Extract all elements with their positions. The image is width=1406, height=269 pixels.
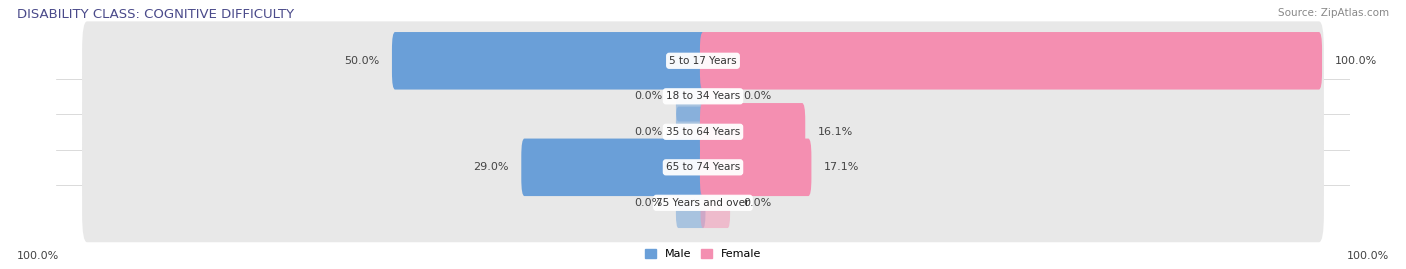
- Text: 16.1%: 16.1%: [817, 127, 853, 137]
- Text: 0.0%: 0.0%: [634, 198, 664, 208]
- Text: 0.0%: 0.0%: [634, 91, 664, 101]
- Text: 100.0%: 100.0%: [1347, 251, 1389, 261]
- FancyBboxPatch shape: [392, 32, 706, 90]
- FancyBboxPatch shape: [82, 163, 1324, 242]
- Text: 0.0%: 0.0%: [742, 91, 772, 101]
- Legend: Male, Female: Male, Female: [641, 244, 765, 263]
- Text: 65 to 74 Years: 65 to 74 Years: [666, 162, 740, 172]
- Text: 100.0%: 100.0%: [1334, 56, 1376, 66]
- Text: 18 to 34 Years: 18 to 34 Years: [666, 91, 740, 101]
- Text: 100.0%: 100.0%: [17, 251, 59, 261]
- FancyBboxPatch shape: [82, 21, 1324, 100]
- FancyBboxPatch shape: [700, 178, 730, 228]
- Text: Source: ZipAtlas.com: Source: ZipAtlas.com: [1278, 8, 1389, 18]
- Text: 5 to 17 Years: 5 to 17 Years: [669, 56, 737, 66]
- FancyBboxPatch shape: [82, 128, 1324, 207]
- FancyBboxPatch shape: [700, 32, 1322, 90]
- FancyBboxPatch shape: [82, 57, 1324, 136]
- Text: 0.0%: 0.0%: [634, 127, 664, 137]
- Text: 0.0%: 0.0%: [742, 198, 772, 208]
- Text: 50.0%: 50.0%: [344, 56, 380, 66]
- FancyBboxPatch shape: [676, 71, 706, 122]
- FancyBboxPatch shape: [700, 103, 806, 161]
- Text: DISABILITY CLASS: COGNITIVE DIFFICULTY: DISABILITY CLASS: COGNITIVE DIFFICULTY: [17, 8, 294, 21]
- Text: 17.1%: 17.1%: [824, 162, 859, 172]
- FancyBboxPatch shape: [700, 71, 730, 122]
- FancyBboxPatch shape: [676, 107, 706, 157]
- FancyBboxPatch shape: [676, 178, 706, 228]
- Text: 75 Years and over: 75 Years and over: [657, 198, 749, 208]
- Text: 29.0%: 29.0%: [474, 162, 509, 172]
- FancyBboxPatch shape: [522, 139, 706, 196]
- Text: 35 to 64 Years: 35 to 64 Years: [666, 127, 740, 137]
- FancyBboxPatch shape: [700, 139, 811, 196]
- FancyBboxPatch shape: [82, 92, 1324, 171]
